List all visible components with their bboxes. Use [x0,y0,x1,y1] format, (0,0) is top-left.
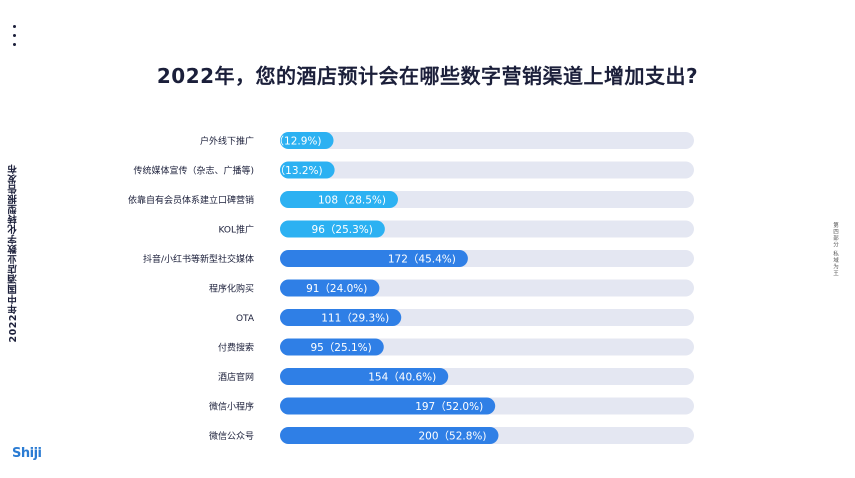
bar [280,368,449,385]
bar [280,191,398,208]
bar-track [280,132,694,149]
category-label: 酒店官网 [218,371,254,383]
bar [280,338,384,356]
bar-value-label: 197（52.0%) [415,401,483,413]
bar [280,397,496,415]
category-label: 付费搜索 [218,342,254,354]
bar-value-label: 50（13.2%) [261,165,322,177]
more-dots-icon [13,25,17,52]
category-label: 微信公众号 [209,430,254,442]
category-label: 程序化购买 [209,283,254,295]
category-label: 传统媒体宣传（杂志、广播等) [133,165,254,177]
bar-track [280,161,694,179]
category-label: KOL推广 [218,224,254,236]
bar-value-label: 111（29.3%) [321,313,389,325]
section-note: 第四部分 私域为王 [828,204,842,294]
bar-value-label: 96（25.3%) [312,224,373,236]
bar [280,250,468,267]
bar [280,427,499,444]
bar-track [280,279,694,297]
bar [280,161,335,179]
bar [280,132,334,149]
category-label: 微信小程序 [209,401,254,413]
bar-value-label: 108（28.5%) [318,195,386,207]
category-label: OTA [236,314,255,324]
category-label: 抖音/小红书等新型社交媒体 [143,253,254,265]
bar-value-label: 154（40.6%) [368,372,436,384]
bar-value-label: 49（12.9%) [260,136,321,148]
bar [280,309,402,326]
bar-value-label: 95（25.1%) [310,342,371,354]
category-label: 户外线下推广 [200,135,254,147]
section-note-text: 第四部分 私域为王 [832,221,838,277]
category-label: 依靠自有会员体系建立口碑营销 [128,194,254,206]
bar-track [280,338,694,356]
bar-value-label: 200（52.8%) [418,431,486,443]
bar-value-label: 172（45.4%) [388,254,456,266]
bar [280,220,385,238]
bar [280,279,380,297]
bar-value-label: 91（24.0%) [306,283,367,295]
chart-title: 2022年，您的酒店预计会在哪些数字营销渠道上增加支出? [156,64,699,88]
shiji-logo: Shiji [12,446,42,461]
